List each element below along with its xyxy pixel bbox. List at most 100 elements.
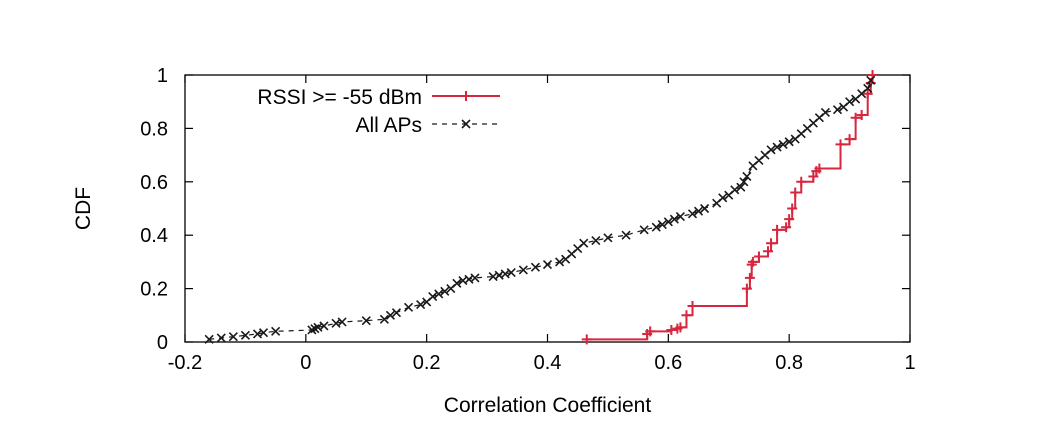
data-point-cross	[772, 142, 782, 152]
y-tick-label: 0.4	[140, 225, 168, 247]
y-axis-label: CDF	[72, 187, 95, 230]
series-rssi	[581, 70, 878, 345]
data-point-cross	[663, 217, 673, 227]
series-group	[204, 70, 878, 345]
x-tick-label: 0.2	[413, 352, 441, 374]
y-tick-label: 0.8	[140, 118, 168, 140]
data-point-plus	[862, 88, 873, 99]
data-point-cross	[675, 211, 685, 222]
data-point-cross	[832, 105, 843, 115]
data-point-cross	[337, 317, 347, 327]
x-tick-label: 0.8	[775, 352, 803, 374]
data-point-cross	[778, 139, 788, 149]
data-point-cross	[240, 330, 250, 340]
ticks-group: -0.2 0 0.2 0.4 0.6 0.8 100.20.40.60.81	[140, 65, 915, 374]
data-point-cross	[542, 260, 553, 270]
legend-label: RSSI >= -55 dBm	[257, 86, 422, 109]
legend-label: All APs	[355, 114, 422, 137]
data-point-plus	[747, 256, 758, 267]
data-point-cross	[452, 278, 462, 288]
data-point-cross	[742, 171, 752, 182]
data-point-cross	[416, 300, 426, 310]
data-point-cross	[204, 334, 214, 344]
data-point-cross	[766, 145, 776, 155]
data-point-plus	[581, 334, 592, 345]
data-point-cross	[820, 107, 830, 117]
data-point-plus	[744, 272, 755, 283]
axes-frame-group	[184, 74, 911, 343]
data-point-plus	[796, 176, 807, 187]
data-point-cross	[258, 328, 269, 338]
data-point-cross	[687, 209, 698, 219]
y-tick-label: 0	[157, 332, 168, 354]
x-tick-label: 0.4	[534, 352, 562, 374]
data-point-plus	[784, 214, 795, 225]
data-point-cross	[651, 222, 661, 232]
data-point-cross	[391, 308, 402, 318]
data-point-cross	[428, 292, 438, 302]
data-point-cross	[591, 235, 601, 246]
data-point-cross	[657, 219, 667, 230]
data-point-cross	[866, 75, 876, 85]
y-tick-label: 1	[157, 65, 168, 87]
legend-marker-cross	[461, 119, 471, 129]
data-point-plus	[645, 326, 656, 337]
data-point-cross	[845, 97, 855, 107]
series-line-rssi	[586, 75, 874, 341]
data-point-cross	[470, 273, 480, 283]
data-point-plus	[835, 139, 846, 150]
x-tick-label: -0.2	[168, 352, 202, 374]
data-point-plus	[772, 224, 783, 235]
series-all-aps	[204, 75, 876, 344]
data-point-cross	[555, 257, 565, 267]
data-point-cross	[361, 316, 371, 326]
data-point-cross	[639, 225, 649, 235]
data-point-plus	[681, 310, 692, 321]
data-point-cross	[271, 326, 281, 336]
x-tick-label: 1	[904, 352, 915, 374]
data-point-cross	[863, 83, 873, 93]
data-point-cross	[403, 302, 414, 312]
data-point-cross	[621, 230, 631, 240]
data-point-cross	[700, 203, 710, 214]
data-point-cross	[319, 321, 329, 331]
legend-marker-plus	[461, 91, 471, 101]
series-line-all-aps	[209, 80, 872, 340]
data-point-plus	[850, 112, 861, 123]
data-point-plus	[675, 322, 686, 333]
data-point-cross	[718, 193, 728, 203]
y-tick-label: 0.2	[140, 279, 168, 301]
data-point-plus	[781, 222, 792, 233]
legend: RSSI >= -55 dBm All APs	[257, 86, 500, 137]
data-point-cross	[379, 314, 389, 324]
data-point-plus	[814, 163, 825, 174]
data-point-cross	[216, 333, 226, 343]
data-point-cross	[739, 177, 749, 187]
data-point-cross	[579, 238, 589, 248]
data-point-plus	[844, 134, 855, 145]
data-point-plus	[763, 246, 774, 257]
data-point-plus	[787, 203, 798, 214]
data-point-cross	[784, 137, 794, 147]
data-point-plus	[790, 187, 801, 198]
data-point-plus	[856, 110, 867, 121]
data-point-plus	[808, 171, 819, 182]
data-point-cross	[518, 265, 528, 275]
data-point-plus	[741, 283, 752, 294]
plot-frame	[184, 74, 911, 343]
data-point-cross	[440, 286, 450, 296]
data-point-cross	[530, 262, 540, 272]
data-point-plus	[753, 251, 764, 262]
data-point-cross	[506, 268, 516, 278]
data-point-cross	[693, 206, 704, 216]
data-point-cross	[730, 185, 740, 195]
y-tick-label: 0.6	[140, 172, 168, 194]
data-point-cross	[228, 332, 238, 342]
data-point-cross	[736, 182, 746, 192]
data-point-cross	[603, 233, 613, 243]
data-point-plus	[687, 300, 698, 311]
data-point-plus	[666, 324, 677, 335]
data-point-cross	[669, 214, 679, 224]
data-point-plus	[766, 238, 777, 249]
